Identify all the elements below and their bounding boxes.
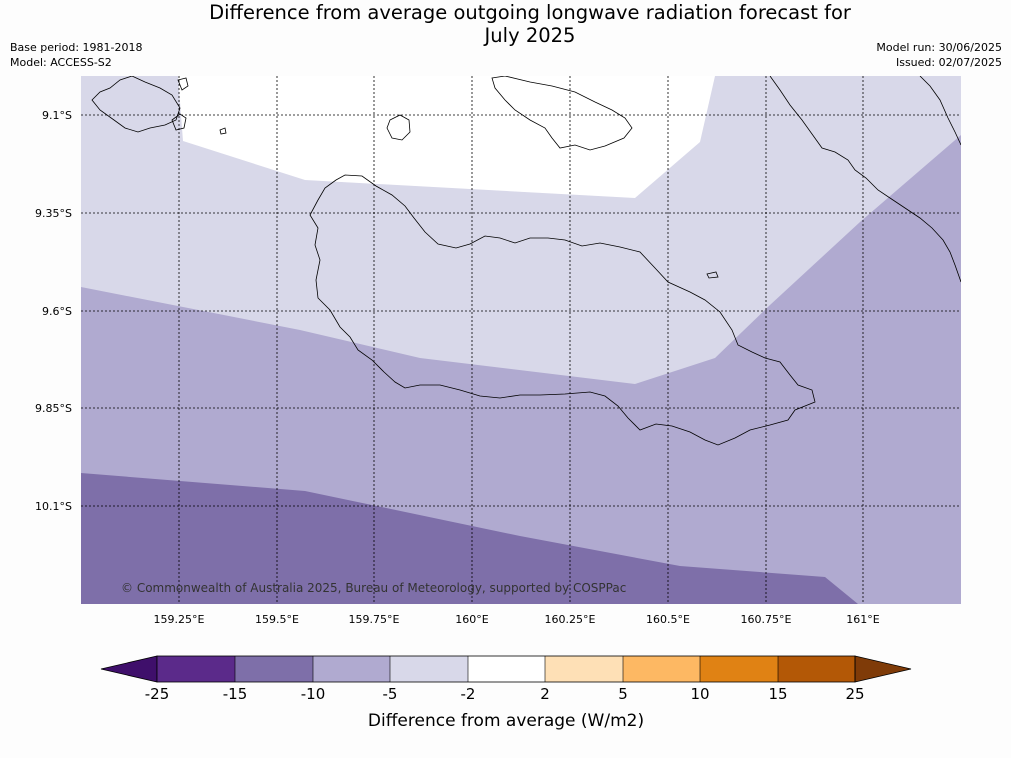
colorbar-segment [235,656,313,682]
lat-label: 9.1°S [42,109,72,122]
lat-label: 9.85°S [35,402,72,415]
lon-label: 160°E [455,613,488,626]
title-line-2: July 2025 [484,24,576,47]
map-plot-area: © Commonwealth of Australia 2025, Bureau… [81,76,961,604]
model-text: Model: ACCESS-S2 [10,56,112,69]
band-near-zero [178,76,715,198]
longitude-labels: 159.25°E 159.5°E 159.75°E 160°E 160.25°E… [154,613,880,626]
colorbar-tick: -5 [383,685,398,703]
lon-label: 160.5°E [646,613,690,626]
metadata-left: Base period: 1981-2018 Model: ACCESS-S2 [10,40,142,70]
model-run-text: Model run: 30/06/2025 [876,41,1002,54]
title-line-1: Difference from average outgoing longwav… [209,1,851,24]
colorbar: -25 -15 -10 -5 -2 2 5 10 15 25 Differenc… [100,655,912,731]
colorbar-tick: -10 [301,685,326,703]
band-minus10-minus5 [81,135,961,604]
eastern-island-coast [769,76,961,283]
colorbar-tick: 5 [618,685,628,703]
lat-label: 9.6°S [42,305,72,318]
colorbar-extend-low [100,655,158,683]
colorbar-outline [156,655,856,683]
colorbar-segment [390,656,468,682]
metadata-right: Model run: 30/06/2025 Issued: 02/07/2025 [876,40,1002,70]
lon-label: 161°E [846,613,879,626]
base-period-text: Base period: 1981-2018 [10,41,143,54]
far-east-coast [919,76,961,146]
issued-text: Issued: 02/07/2025 [895,56,1002,69]
lon-label: 159.25°E [154,613,205,626]
latitude-labels: 9.1°S 9.35°S 9.6°S 9.85°S 10.1°S [35,109,72,513]
colorbar-tick: -15 [223,685,248,703]
colorbar-tick: -2 [461,685,476,703]
lon-label: 160.75°E [741,613,792,626]
colorbar-tick: 25 [845,685,864,703]
colorbar-segment [157,656,235,682]
colorbar-tick: -25 [145,685,170,703]
western-island-coast [91,76,181,133]
colorbar-tick: 15 [768,685,787,703]
colorbar-segment [700,656,778,682]
lat-label: 10.1°S [35,500,72,513]
colorbar-tick: 10 [690,685,709,703]
small-islet-east [706,271,719,279]
colorbar-segment [545,656,623,682]
band-minus15-minus10 [81,473,858,604]
colorbar-segment [468,656,545,682]
credit-text: © Commonwealth of Australia 2025, Bureau… [121,581,626,595]
colorbar-title: Difference from average (W/m2) [368,711,644,731]
graticule [81,76,961,604]
lon-label: 160.25°E [545,613,596,626]
round-island-coast [386,114,411,141]
colorbar-segment [778,656,855,682]
colorbar-extend-high [854,655,912,683]
lon-label: 159.5°E [255,613,299,626]
western-islet-3 [177,77,189,91]
coastlines [91,76,961,446]
main-island-coast [309,174,816,446]
colorbar-segment [313,656,390,682]
map-title: Difference from average outgoing longwav… [120,1,940,47]
colorbar-tick-labels: -25 -15 -10 -5 -2 2 5 10 15 25 [145,685,865,703]
northern-islands-coast [491,76,633,151]
lat-label: 9.35°S [35,207,72,220]
western-islet-2 [219,127,227,135]
colorbar-dividers [234,656,779,682]
lon-label: 159.75°E [349,613,400,626]
colorbar-tick: 2 [540,685,550,703]
colorbar-segment [623,656,700,682]
